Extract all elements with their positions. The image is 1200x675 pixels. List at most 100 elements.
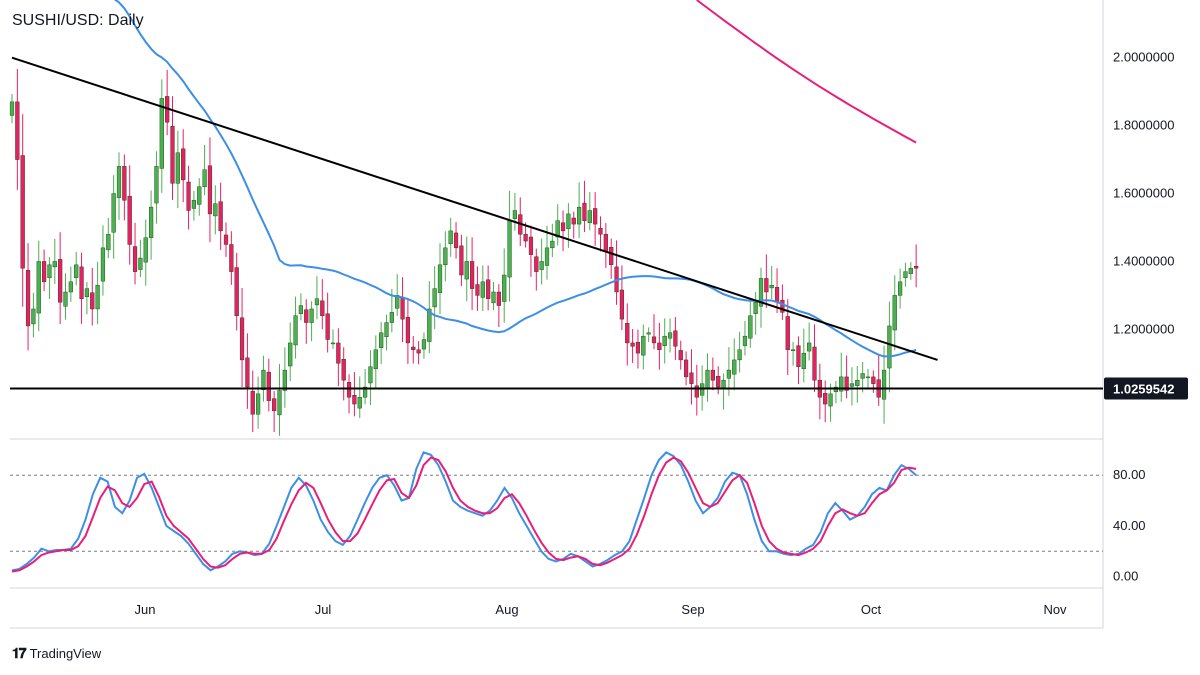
candle-body (534, 256, 539, 272)
candle-body (566, 213, 571, 230)
candle-body (261, 369, 266, 390)
candle-body (213, 203, 218, 217)
candle-body (138, 257, 143, 270)
candle-body (651, 336, 657, 344)
candle-body (673, 330, 678, 347)
candle-body (207, 165, 213, 215)
brand-label: TradingView (29, 646, 102, 661)
candle-body (42, 261, 47, 283)
tradingview-logo-icon: 𝟏𝟕 (12, 645, 27, 661)
candle-body (459, 245, 464, 276)
candle-body (95, 285, 100, 310)
candle-body (79, 266, 84, 299)
stochastic-k-line (11, 451, 917, 572)
candle-body (700, 383, 705, 396)
candle-body (593, 208, 598, 225)
candle-body (555, 220, 560, 238)
candle-body (122, 166, 127, 201)
candle-body (694, 385, 699, 398)
candle-body (453, 232, 459, 249)
time-tick-label: Oct (861, 602, 882, 617)
candle-body (68, 281, 73, 293)
candle-body (197, 186, 202, 205)
candle-body (181, 148, 186, 181)
candle-body (807, 342, 812, 352)
candle-body (58, 259, 63, 303)
candle-body (427, 308, 432, 342)
stochastic-pane[interactable] (10, 451, 1103, 573)
candle-body (769, 285, 774, 289)
candle-body (191, 200, 196, 209)
candle-body (346, 382, 352, 398)
candle-body (336, 342, 341, 364)
moving-average-200-line (696, 0, 917, 144)
candle-body (20, 155, 25, 269)
candle-body (223, 234, 229, 245)
support-price-label-box (1104, 377, 1188, 400)
time-tick-label: Aug (495, 602, 518, 617)
candle-body (496, 291, 501, 306)
candle-body (587, 210, 592, 223)
candle-body (791, 349, 796, 351)
candle-body (507, 220, 512, 278)
candle-body (132, 246, 138, 272)
candle-body (865, 376, 871, 379)
candle-body (416, 349, 421, 354)
support-price-label: 1.0259542 (1113, 381, 1174, 396)
candle-body (282, 369, 287, 391)
candle-body (277, 390, 282, 416)
candle-body (320, 300, 325, 316)
candle-body (758, 278, 764, 307)
candle-body (550, 240, 555, 249)
candle-body (470, 261, 475, 289)
candle-body (657, 342, 662, 350)
price-tick-label: 1.4000000 (1113, 253, 1174, 268)
candle-body (523, 234, 528, 242)
candle-body (186, 181, 191, 211)
candle-body (170, 126, 175, 184)
candle-body (753, 301, 758, 314)
candle-body (448, 230, 453, 244)
candle-body (646, 332, 651, 335)
candle-body (855, 380, 860, 386)
candle-body (341, 359, 346, 381)
candle-body (833, 386, 838, 393)
candle-body (357, 397, 362, 409)
candle-body (159, 98, 164, 169)
time-tick-label: Jul (315, 602, 332, 617)
candle-body (908, 268, 913, 274)
candle-body (111, 193, 116, 233)
stochastic-tick-label: 0.00 (1113, 569, 1138, 584)
candle-body (502, 274, 507, 302)
candle-body (630, 342, 635, 347)
candle-body (812, 346, 817, 381)
candle-body (384, 322, 389, 338)
candle-body (748, 315, 753, 339)
candle-body (363, 386, 368, 398)
candle-body (421, 339, 427, 350)
candle-body (36, 261, 41, 314)
candle-body (710, 369, 715, 381)
price-pane[interactable] (9, 0, 1103, 436)
candle-body (52, 261, 57, 268)
candle-body (250, 390, 255, 415)
candle-body (395, 295, 400, 309)
candle-body (544, 247, 550, 266)
candle-body (678, 350, 683, 361)
candle-body (432, 288, 437, 308)
candle-body (309, 308, 314, 323)
candle-body (106, 234, 111, 251)
candle-body (737, 349, 742, 361)
price-tick-label: 1.2000000 (1113, 321, 1174, 336)
candle-body (914, 265, 919, 269)
candle-body (9, 101, 15, 116)
candle-body (245, 357, 250, 388)
candle-body (839, 376, 844, 392)
candle-body (641, 335, 646, 356)
candle-body (352, 395, 357, 405)
price-tick-label: 2.0000000 (1113, 50, 1174, 65)
chart-title: SUSHI/USD: Daily (12, 12, 144, 29)
candle-body (823, 392, 828, 405)
candle-body (373, 349, 378, 369)
candle-body (898, 281, 903, 296)
